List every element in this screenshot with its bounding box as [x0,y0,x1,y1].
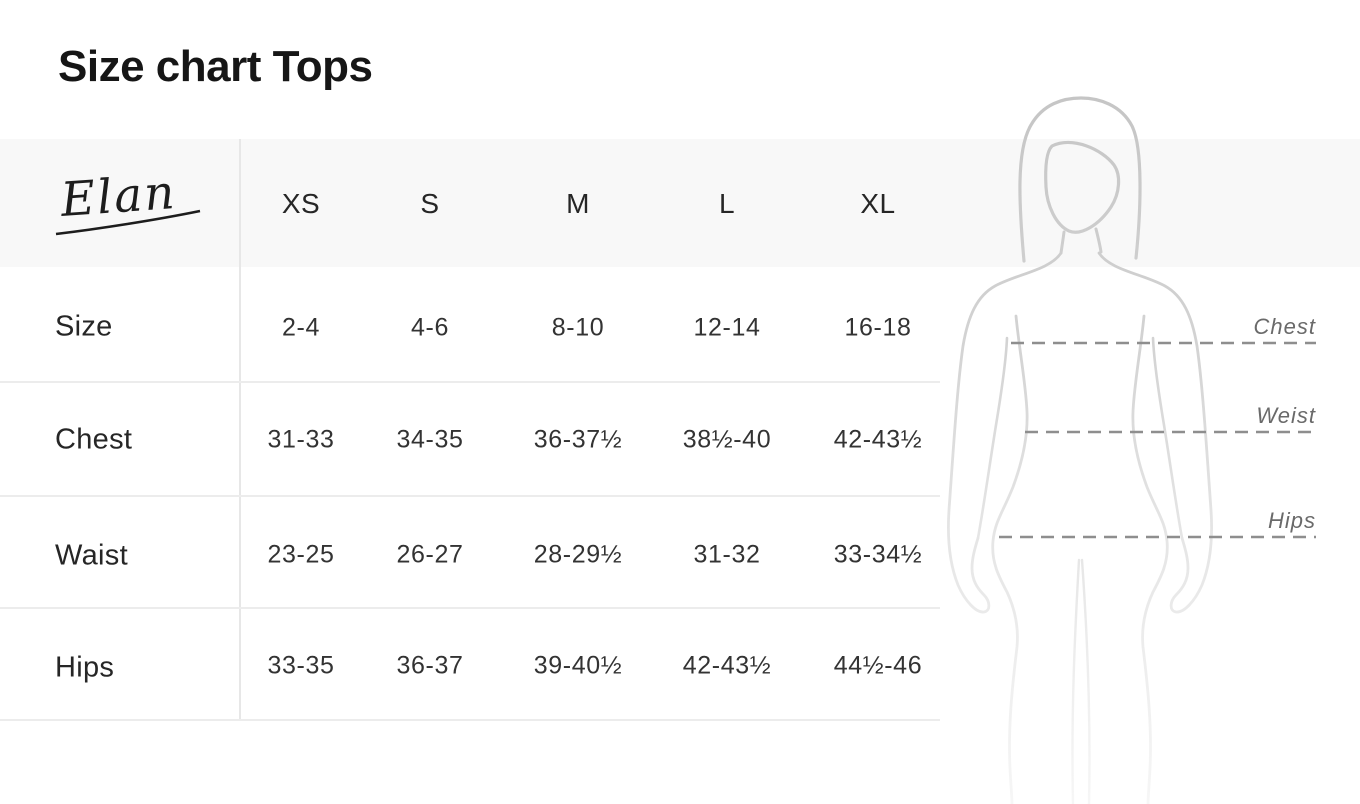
page-title: Size chart Tops [58,42,373,91]
table-row-divider [0,719,940,721]
size-header-l: L [718,188,736,219]
inner-leg-line-left [1071,558,1081,804]
size-header-xl: XL [860,188,896,219]
table-cell-size-s: 4-6 [411,313,449,342]
table-column-divider [239,139,241,720]
brand-logo-text: Elan [58,165,178,228]
brand-logo-underline [55,209,201,236]
waist-measure-label: Weist [1256,403,1316,428]
arm-outline-right [1097,251,1213,614]
table-row-divider [0,381,940,383]
table-cell-waist-xs: 23-25 [267,540,335,569]
table-cell-waist-xl: 33-34½ [833,540,923,569]
arm-inner-line-right [1151,336,1184,540]
table-row-divider [0,495,940,497]
row-label-size: Size [55,310,113,343]
table-cell-hips-m: 39-40½ [533,651,623,680]
table-cell-size-m: 8-10 [551,313,605,342]
row-label-waist: Waist [55,539,128,572]
table-cell-hips-s: 36-37 [396,651,464,680]
inner-leg-line-right [1080,558,1091,804]
chest-measure-label: Chest [1254,314,1316,339]
table-row-divider [0,607,940,609]
table-cell-size-xs: 2-4 [282,313,320,342]
size-header-xs: XS [281,188,321,219]
table-cell-waist-l: 31-32 [693,540,761,569]
table-cell-size-xl: 16-18 [844,313,912,342]
row-label-chest: Chest [55,423,133,456]
table-cell-chest-xs: 31-33 [267,425,335,454]
table-cell-size-l: 12-14 [693,313,761,342]
size-header-s: S [420,188,440,219]
table-cell-hips-xs: 33-35 [267,651,335,680]
size-header-m: M [566,188,590,219]
torso-leg-outline-right [1131,314,1169,804]
torso-leg-outline-left [991,314,1029,804]
table-cell-waist-s: 26-27 [396,540,464,569]
table-cell-hips-xl: 44½-46 [833,651,923,680]
table-cell-chest-s: 34-35 [396,425,464,454]
row-label-hips: Hips [55,651,115,684]
table-cell-hips-l: 42-43½ [682,651,772,680]
table-cell-chest-xl: 42-43½ [833,425,923,454]
table-cell-waist-m: 28-29½ [533,540,623,569]
brand-logo: Elan [55,165,201,236]
arm-inner-line-left [976,336,1009,540]
table-cell-chest-l: 38½-40 [682,425,772,454]
hips-measure-label: Hips [1268,508,1316,533]
arm-outline-left [947,251,1063,614]
table-cell-chest-m: 36-37½ [533,425,623,454]
